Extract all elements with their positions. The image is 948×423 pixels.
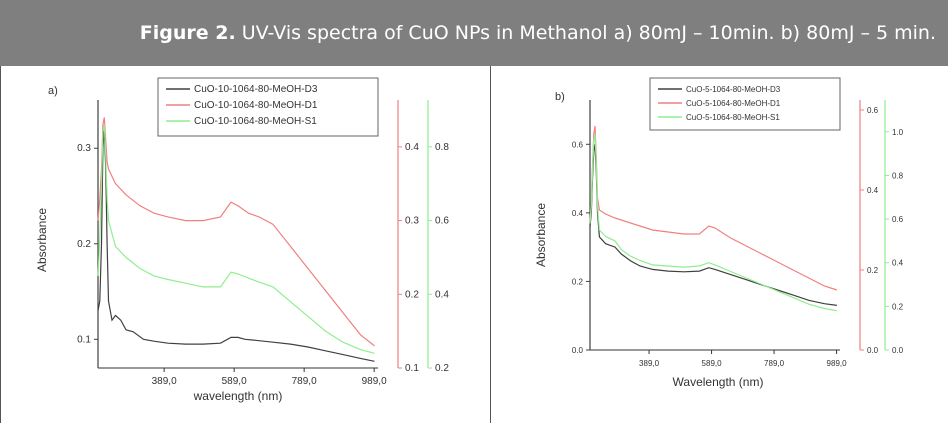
legend-entry: CuO-10-1064-80-MeOH-D1 xyxy=(194,100,318,111)
x-axis-label: wavelength (nm) xyxy=(193,389,283,403)
x-tick-label: 989,0 xyxy=(827,359,848,368)
caption-text: UV-Vis spectra of CuO NPs in Methanol a)… xyxy=(235,22,936,44)
legend-entry: CuO-5-1064-80-MeOH-D1 xyxy=(686,99,781,108)
x-tick-label: 389,0 xyxy=(639,359,660,368)
series-line-2 xyxy=(589,125,838,291)
y-tick-label: 0.6 xyxy=(572,140,584,149)
figure-caption: Figure 2. UV-Vis spectra of CuO NPs in M… xyxy=(0,0,948,66)
x-tick-label: 589,0 xyxy=(702,359,723,368)
series-line-3 xyxy=(589,133,838,312)
y-tick-label: 0.4 xyxy=(572,209,584,218)
y-tick-label: 0.1 xyxy=(77,334,91,345)
legend-box xyxy=(157,77,379,137)
x-tick-label: 989,0 xyxy=(362,376,387,387)
caption-label: Figure 2. xyxy=(139,22,236,44)
y-tick-label: 0.0 xyxy=(867,346,879,355)
chart-b: 389,0 589,0 789,0 989,0 0.0 0.2 0.4 0.6 0.0 0.2 0.… xyxy=(534,77,904,389)
x-tick-label: 389,0 xyxy=(152,376,177,387)
panel-divider xyxy=(490,66,491,423)
left-border xyxy=(0,66,1,423)
y-tick-label: 0.2 xyxy=(867,266,879,275)
y-tick-label: 0.2 xyxy=(405,289,419,300)
y-tick-label: 0.6 xyxy=(892,215,904,224)
chart-a: 389,0 589,0 789,0 989,0 0.1 0.2 0.3 0.1 0.2 0.3 0.… xyxy=(35,77,449,403)
y-tick-label: 0.4 xyxy=(405,142,419,153)
x-tick-label: 789,0 xyxy=(764,359,785,368)
y-tick-label: 0.4 xyxy=(867,186,879,195)
y-tick-label: 0.3 xyxy=(77,143,91,154)
y-tick-label: 0.2 xyxy=(572,277,584,286)
series-line-2 xyxy=(97,117,375,347)
panel-label: a) xyxy=(48,85,58,97)
y-tick-label: 0.4 xyxy=(435,289,449,300)
series-line-1 xyxy=(589,144,837,306)
y-tick-label: 0.2 xyxy=(77,239,91,250)
series-line-1 xyxy=(97,129,375,362)
y-tick-label: 0.2 xyxy=(435,363,449,374)
y-axis-label: Absorbance xyxy=(35,208,49,272)
y-tick-label: 0.6 xyxy=(867,106,879,115)
y-tick-label: 0.0 xyxy=(892,346,904,355)
legend-entry: CuO-5-1064-80-MeOH-S1 xyxy=(686,113,780,122)
y-tick-label: 0.3 xyxy=(405,216,419,227)
y-tick-label: 1.0 xyxy=(892,128,904,137)
y-tick-label: 0.1 xyxy=(405,363,419,374)
y-tick-label: 0.4 xyxy=(892,259,904,268)
legend-entry: CuO-5-1064-80-MeOH-D3 xyxy=(686,85,781,94)
y-axis-label: Absorbance xyxy=(534,203,548,267)
series-line-3 xyxy=(97,124,375,354)
x-axis-label: Wavelength (nm) xyxy=(673,375,764,389)
x-tick-label: 589,0 xyxy=(222,376,247,387)
legend-entry: CuO-10-1064-80-MeOH-D3 xyxy=(194,84,318,95)
y-tick-label: 0.2 xyxy=(892,302,904,311)
legend-entry: CuO-10-1064-80-MeOH-S1 xyxy=(194,116,317,127)
y-tick-label: 0.6 xyxy=(435,216,449,227)
y-tick-label: 0.8 xyxy=(892,171,904,180)
panel-label: b) xyxy=(555,91,565,103)
y-tick-label: 0.0 xyxy=(572,346,584,355)
y-tick-label: 0.8 xyxy=(435,142,449,153)
x-tick-label: 789,0 xyxy=(292,376,317,387)
legend-box xyxy=(649,77,841,131)
